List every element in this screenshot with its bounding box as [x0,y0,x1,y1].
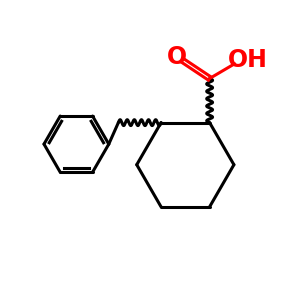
Text: OH: OH [228,48,268,72]
Text: O: O [167,45,187,69]
